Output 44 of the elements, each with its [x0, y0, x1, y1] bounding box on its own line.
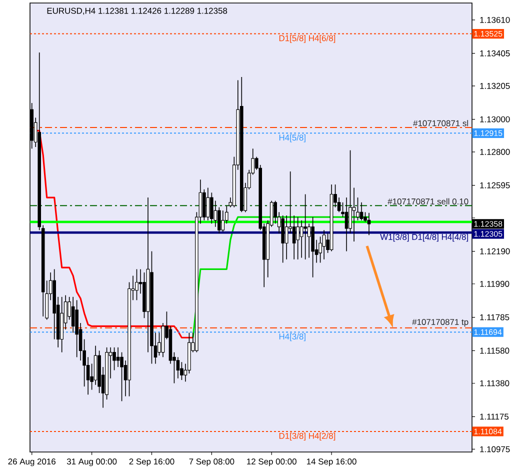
candlestick	[344, 197, 348, 252]
y-tick-label: 1.10975	[480, 446, 510, 452]
candlestick	[221, 210, 225, 232]
y-tick-label: 1.11990	[480, 280, 510, 287]
candlestick	[120, 352, 124, 402]
y-tick-label: 1.11175	[480, 414, 509, 420]
ref-line-label: H4[3/8]	[279, 333, 306, 342]
x-tick-label: 2 Sep 16:00	[129, 458, 174, 466]
x-tick-label: 12 Sep 00:00	[247, 458, 296, 466]
y-tick-label: 1.11380	[480, 380, 510, 386]
y-tick-label: 1.11785	[480, 314, 510, 320]
candlestick	[360, 202, 364, 221]
ref-line-label: #107170871 sl	[413, 120, 468, 126]
y-tick-label: 1.12595	[480, 182, 510, 188]
ref-line-label: H4[5/8]	[279, 134, 306, 142]
y-tick-label: 1.13205	[480, 82, 510, 89]
candlestick	[307, 223, 311, 258]
candlestick	[300, 220, 304, 258]
candlestick	[135, 268, 138, 301]
candlestick	[116, 347, 120, 368]
y-tick-label: 1.12800	[480, 148, 510, 155]
ref-line-label: #107170871 tp	[412, 318, 468, 327]
y-tick-label: 1.12190	[480, 248, 510, 254]
y-tick-label: 1.13000	[480, 116, 510, 122]
y-tick-label: 1.13405	[480, 50, 510, 56]
ref-line-label: #107170871 sell 0.10	[388, 198, 468, 204]
x-tick-label: 31 Aug 00:00	[66, 458, 117, 466]
x-tick-label: 14 Sep 16:00	[306, 458, 356, 466]
candlestick	[296, 216, 300, 260]
candlestick	[292, 215, 296, 260]
x-tick-label: 7 Sep 08:00	[189, 458, 234, 466]
candlestick	[304, 194, 307, 260]
ref-line-label: W1[3/8] D1[4/8] H4[4/8]	[380, 234, 468, 242]
y-tick-label: 1.13610	[480, 16, 510, 23]
candlestick	[176, 356, 180, 379]
ref-line-label: D1[5/8] H4[6/8]	[279, 34, 336, 43]
chart-title: EURUSD,H4 1.12381 1.12426 1.12289 1.12358	[47, 8, 228, 15]
y-tick-label: 1.11580	[480, 348, 510, 354]
candlestick	[322, 230, 326, 260]
candlestick	[352, 187, 356, 242]
x-tick-label: 26 Aug 2016	[8, 458, 56, 466]
candlestick	[206, 187, 210, 221]
candlestick	[337, 197, 341, 213]
ref-line-label: D1[3/8] H4[2/8]	[279, 432, 336, 441]
